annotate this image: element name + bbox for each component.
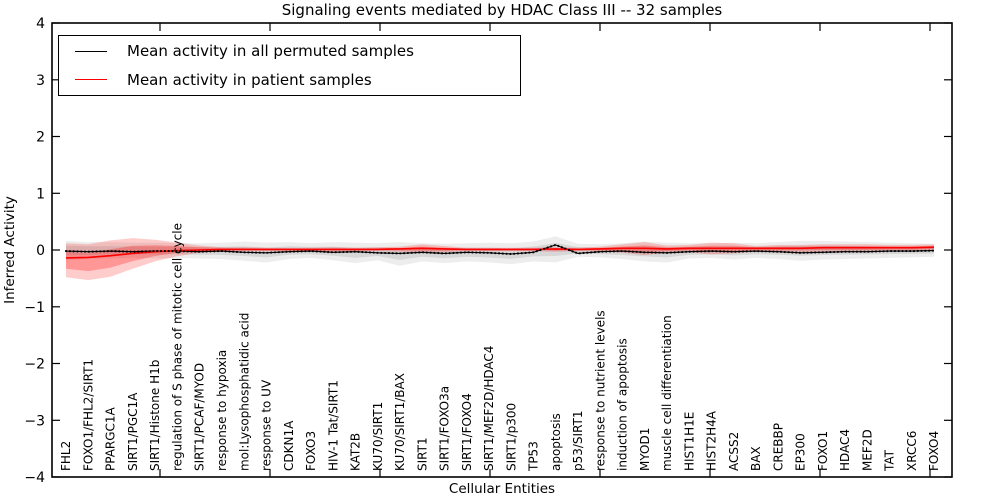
x-category-label: MEF2D: [860, 429, 874, 471]
permuted-mean-markers: [64, 243, 936, 256]
legend-entry-patient: Mean activity in patient samples: [59, 67, 520, 93]
y-tick-label: 3: [36, 73, 45, 89]
x-category-label: induction of apoptosis: [616, 338, 630, 471]
x-category-label: BAX: [749, 446, 763, 471]
x-category-label: HDAC4: [838, 429, 852, 471]
x-category-label: HIST2H4A: [705, 410, 719, 471]
x-category-label: regulation of S phase of mitotic cell cy…: [171, 223, 185, 471]
x-category-label: p53/SIRT1: [571, 410, 585, 471]
x-category-label: HIV-1 Tat/SIRT1: [326, 380, 340, 471]
x-category-label: SIRT1/p300: [504, 403, 518, 471]
x-category-label: KU70/SIRT1/BAX: [393, 373, 407, 471]
x-category-label: KU70/SIRT1: [371, 402, 385, 471]
x-axis-label: Cellular Entities: [448, 481, 556, 497]
x-category-label: FHL2: [59, 441, 73, 471]
band-inner-permuted-samples-spread: [66, 242, 934, 260]
x-category-label: SIRT1/PGC1A: [126, 392, 140, 471]
y-tick-label: 4: [36, 16, 45, 32]
legend-entry-permuted: Mean activity in all permuted samples: [59, 38, 520, 64]
x-category-label: HIST1H1E: [682, 412, 696, 471]
x-category-label: response to UV: [260, 379, 274, 471]
y-tick-label: 2: [36, 130, 45, 146]
y-tick-label: −3: [24, 413, 45, 429]
x-category-label: response to nutrient levels: [593, 310, 607, 471]
x-category-label: FOXO3: [304, 431, 318, 471]
band-permuted-samples-spread: [66, 236, 934, 266]
x-category-label: TP53: [527, 441, 541, 472]
x-category-label: KAT2B: [349, 433, 363, 471]
x-category-label: SIRT1/FOXO4: [460, 393, 474, 471]
x-category-label: SIRT1/MEF2D/HDAC4: [482, 346, 496, 471]
legend-label-patient: Mean activity in patient samples: [127, 70, 372, 89]
y-axis-label: Inferred Activity: [2, 196, 18, 304]
y-tick-label: −4: [24, 470, 45, 486]
x-category-label: FOXO1/FHL2/SIRT1: [82, 359, 96, 471]
x-category-label: TAT: [883, 449, 897, 472]
x-category-label: EP300: [794, 433, 808, 471]
x-category-label: mol:Lysophosphatidic acid: [237, 313, 251, 471]
patient-line-swatch-icon: [75, 79, 107, 81]
x-category-label: CREBBP: [771, 423, 785, 471]
x-category-label: MYOD1: [638, 428, 652, 471]
x-category-label: CDKN1A: [282, 420, 296, 471]
x-category-label: muscle cell differentiation: [660, 315, 674, 471]
x-category-label: ACSS2: [727, 432, 741, 471]
x-category-label: XRCC6: [905, 431, 919, 471]
x-category-label: SIRT1: [415, 437, 429, 471]
permuted-line-swatch-icon: [75, 50, 107, 52]
patient-mean-line: [65, 246, 935, 259]
legend-label-permuted: Mean activity in all permuted samples: [127, 42, 414, 61]
x-category-label: apoptosis: [549, 413, 563, 471]
x-category-label: response to hypoxia: [215, 350, 229, 471]
x-category-label: SIRT1/Histone H1b: [148, 360, 162, 471]
x-category-label: FOXO1: [816, 431, 830, 471]
y-tick-label: −1: [24, 300, 45, 316]
x-category-label: SIRT1/FOXO3a: [438, 386, 452, 471]
x-category-label: FOXO4: [927, 431, 941, 471]
y-tick-label: 0: [36, 243, 45, 259]
x-category-label: PPARGC1A: [104, 406, 118, 471]
y-tick-label: 1: [36, 186, 45, 202]
chart-title: Signaling events mediated by HDAC Class …: [281, 1, 723, 19]
legend: Mean activity in all permuted samples Me…: [58, 35, 521, 96]
x-category-label: SIRT1/PCAF/MYOD: [193, 363, 207, 471]
y-tick-label: −2: [24, 357, 45, 373]
